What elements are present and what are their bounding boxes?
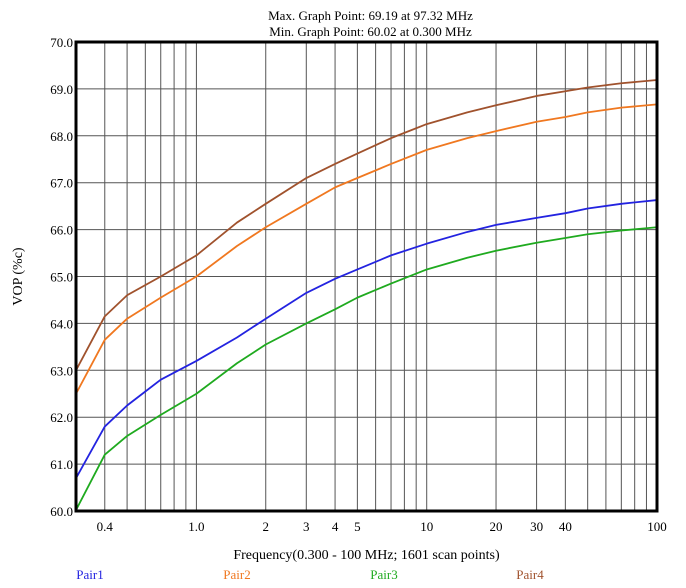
y-tick-label: 63.0 — [50, 363, 73, 378]
y-tick-label: 61.0 — [50, 457, 73, 472]
x-tick-label: 20 — [490, 519, 503, 534]
title-line: Max. Graph Point: 69.19 at 97.32 MHz — [268, 8, 473, 23]
grid — [75, 41, 657, 512]
y-tick-label: 68.0 — [50, 129, 73, 144]
plot-frame — [74, 40, 659, 513]
y-axis-label: VOP (%c) — [11, 247, 26, 306]
y-tick-label: 62.0 — [50, 410, 73, 425]
x-tick-label: 4 — [332, 519, 339, 534]
x-tick-label: 40 — [559, 519, 572, 534]
legend-item-pair4: Pair4 — [516, 567, 544, 582]
y-tick-label: 67.0 — [50, 176, 73, 191]
legend-item-pair3: Pair3 — [370, 567, 397, 582]
y-tick-label: 64.0 — [50, 316, 73, 331]
x-axis-ticks: 0.4 1.0 2 3 4 5 10 20 30 40 100 — [97, 519, 667, 534]
x-axis-label: Frequency(0.300 - 100 MHz; 1601 scan poi… — [233, 548, 500, 563]
x-tick-label: 10 — [420, 519, 433, 534]
y-axis-ticks: 60.0 61.0 62.0 63.0 64.0 65.0 66.0 67.0 68.0 69.0… — [50, 35, 73, 519]
y-tick-label: 69.0 — [50, 82, 73, 97]
series-lines — [75, 79, 658, 511]
y-tick-label: 70.0 — [50, 35, 73, 50]
x-tick-label: 1.0 — [188, 519, 204, 534]
series-line-pair4 — [75, 79, 658, 371]
legend-item-pair2: Pair2 — [223, 567, 250, 582]
title-line: Min. Graph Point: 60.02 at 0.300 MHz — [269, 24, 472, 39]
x-tick-label: 0.4 — [97, 519, 114, 534]
x-tick-label: 30 — [530, 519, 543, 534]
x-tick-label: 100 — [647, 519, 667, 534]
series-line-pair3 — [75, 226, 658, 511]
chart-title: Max. Graph Point: 69.19 at 97.32 MHzMin.… — [268, 8, 473, 39]
legend: Pair1 Pair2 Pair3 Pair4 — [76, 567, 544, 582]
y-tick-label: 66.0 — [50, 223, 73, 238]
series-line-pair1 — [75, 199, 658, 479]
y-tick-label: 65.0 — [50, 270, 73, 285]
series-line-pair2 — [75, 103, 658, 395]
x-tick-label: 3 — [303, 519, 310, 534]
x-tick-label: 2 — [262, 519, 269, 534]
legend-item-pair1: Pair1 — [76, 567, 103, 582]
y-tick-label: 60.0 — [50, 504, 73, 519]
x-tick-label: 5 — [354, 519, 361, 534]
